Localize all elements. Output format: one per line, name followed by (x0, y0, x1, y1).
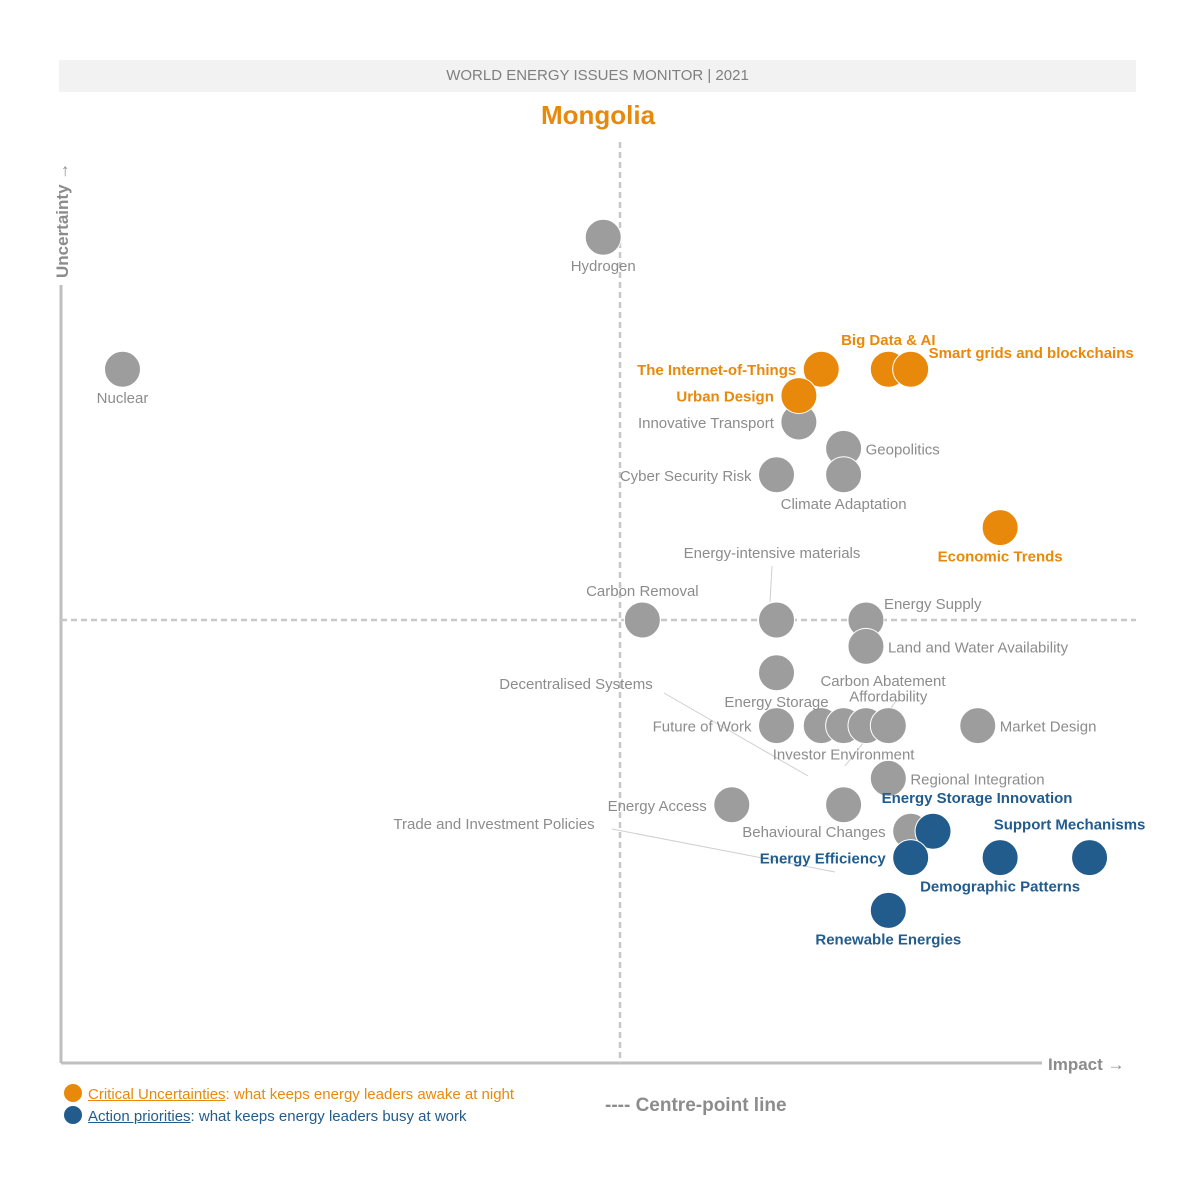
y-axis-label: Uncertainty → (53, 163, 72, 278)
callout-line-trade-and-investment-policies (611, 828, 836, 873)
legend-action-swatch (64, 1106, 82, 1124)
label-regional-integration: Regional Integration (910, 771, 1044, 788)
label-renewable-energies: Renewable Energies (815, 931, 961, 948)
point-smart-grids-and-blockchains[interactable] (892, 350, 930, 388)
label-decentralised-systems: Decentralised Systems (499, 676, 652, 693)
point-support-mechanisms[interactable] (1071, 839, 1109, 877)
label-the-internet-of-things: The Internet-of-Things (637, 362, 796, 379)
point-trade-and-investment-policies[interactable] (825, 786, 863, 824)
point-energy-efficiency[interactable] (892, 839, 930, 877)
label-energy-access: Energy Access (608, 798, 707, 815)
label-geopolitics: Geopolitics (866, 441, 940, 458)
label-cyber-security-risk: Cyber Security Risk (620, 468, 752, 485)
label-support-mechanisms: Support Mechanisms (994, 817, 1146, 834)
point-carbon-removal[interactable] (623, 601, 661, 639)
point-renewable-energies[interactable] (869, 891, 907, 929)
label-energy-storage-innovation: Energy Storage Innovation (882, 790, 1073, 807)
label-market-design: Market Design (1000, 719, 1097, 736)
point-land-and-water-availability[interactable] (847, 627, 885, 665)
point-energy-intensive-materials[interactable] (758, 601, 796, 639)
point-cyber-security-risk[interactable] (758, 456, 796, 494)
label-carbon-abatement: Carbon Abatement (820, 673, 946, 690)
point-demographic-patterns[interactable] (981, 839, 1019, 877)
chart-title: Mongolia (540, 100, 656, 130)
label-energy-efficiency: Energy Efficiency (760, 851, 887, 868)
point-future-of-work[interactable] (758, 707, 796, 745)
point-climate-adaptation[interactable] (825, 456, 863, 494)
label-urban-design: Urban Design (676, 389, 774, 406)
label-energy-supply: Energy Supply (884, 596, 982, 613)
label-nuclear: Nuclear (97, 390, 149, 407)
header-bar: WORLD ENERGY ISSUES MONITOR | 2021 (59, 60, 1136, 92)
centre-point-note: ---- Centre-point line (605, 1095, 787, 1116)
label-behavioural-changes: Behavioural Changes (742, 824, 885, 841)
callout-line-decentralised-systems (663, 692, 809, 777)
axes: Impact → Uncertainty → (53, 142, 1136, 1074)
legend-critical: Critical Uncertainties: what keeps energ… (64, 1084, 514, 1103)
point-hydrogen[interactable] (584, 218, 622, 256)
label-hydrogen: Hydrogen (571, 258, 636, 275)
legend-critical-label[interactable]: Critical Uncertainties (88, 1086, 226, 1103)
label-energy-intensive-materials: Energy-intensive materials (684, 545, 861, 562)
callout-line-energy-intensive-materials (769, 565, 773, 603)
label-affordability: Affordability (849, 689, 928, 706)
data-points (103, 218, 1109, 929)
label-smart-grids-and-blockchains: Smart grids and blockchains (929, 345, 1134, 362)
point-energy-access[interactable] (713, 786, 751, 824)
label-big-data-ai: Big Data & AI (841, 332, 935, 349)
point-nuclear[interactable] (103, 350, 141, 388)
label-trade-and-investment-policies: Trade and Investment Policies (393, 816, 594, 833)
label-climate-adaptation: Climate Adaptation (781, 496, 907, 513)
label-land-and-water-availability: Land and Water Availability (888, 639, 1069, 656)
legend-critical-swatch (64, 1084, 82, 1102)
legend-critical-desc: : what keeps energy leaders awake at nig… (225, 1086, 515, 1103)
point-affordability[interactable] (869, 707, 907, 745)
point-regional-integration[interactable] (869, 759, 907, 797)
label-demographic-patterns: Demographic Patterns (920, 879, 1080, 896)
point-economic-trends[interactable] (981, 509, 1019, 547)
legend-action-desc: : what keeps energy leaders busy at work (190, 1108, 467, 1125)
label-innovative-transport: Innovative Transport (638, 415, 775, 432)
label-carbon-removal: Carbon Removal (586, 583, 699, 600)
x-axis-label: Impact → (1048, 1055, 1125, 1074)
legend-action: Action priorities: what keeps energy lea… (64, 1106, 467, 1125)
label-investor-environment: Investor Environment (773, 747, 916, 764)
label-economic-trends: Economic Trends (938, 549, 1063, 566)
label-future-of-work: Future of Work (653, 719, 752, 736)
label-energy-storage: Energy Storage (724, 694, 828, 711)
point-market-design[interactable] (959, 707, 997, 745)
point-the-internet-of-things[interactable] (802, 350, 840, 388)
legend-action-label[interactable]: Action priorities (88, 1108, 191, 1125)
point-energy-storage-innovation[interactable] (914, 812, 952, 850)
point-urban-design[interactable] (780, 377, 818, 415)
point-energy-storage[interactable] (758, 654, 796, 692)
